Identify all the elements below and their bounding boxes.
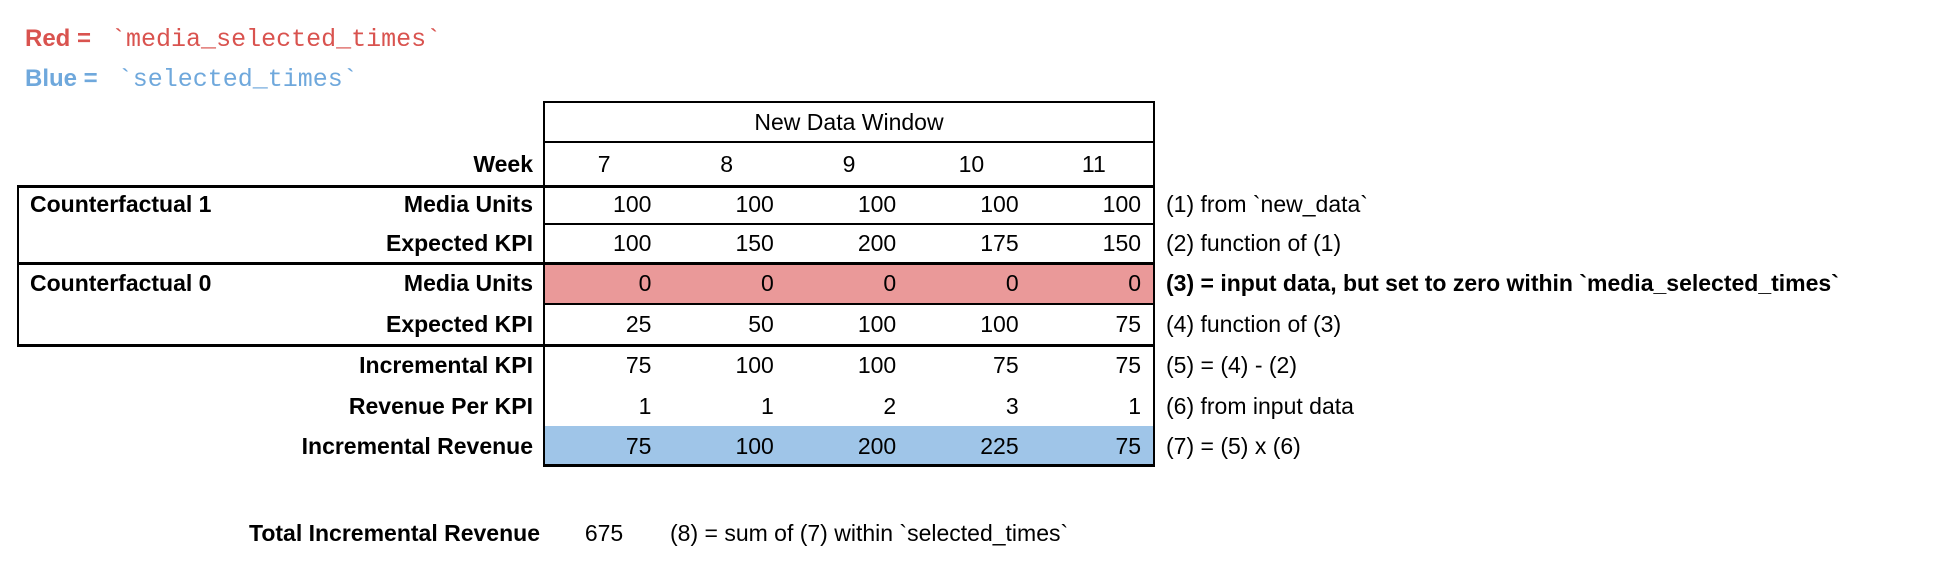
row-cells-blue-highlight: 75 100 200 225 75 (543, 426, 1155, 467)
legend-red-code: `media_selected_times` (111, 25, 442, 54)
value-cell: 2 (883, 392, 897, 419)
data-box-right-border (1153, 143, 1155, 467)
row-label: Media Units (403, 270, 533, 296)
week-cell: 11 (1081, 150, 1106, 177)
total-annotation: (8) = sum of (7) within `selected_times` (670, 519, 1069, 546)
table-row: Revenue Per KPI 1 1 2 3 1 (6) from input… (0, 386, 1960, 426)
value-cell: 75 (625, 352, 652, 378)
table-row: Expected KPI 25 50 100 100 75 (4) functi… (0, 304, 1960, 345)
new-data-window-title: New Data Window (754, 108, 944, 135)
value-cell: 200 (857, 230, 897, 256)
legend-red-label: Red = (25, 25, 92, 52)
value-cell: 100 (735, 191, 774, 217)
legend-blue-line: Blue = `selected_times` (25, 62, 358, 96)
legend-spacer (98, 25, 105, 52)
value-cell: 75 (1115, 311, 1142, 337)
data-box-left-border (543, 143, 545, 467)
table-row-highlight-red: Counterfactual 0 Media Units 0 0 0 0 0 (… (0, 263, 1960, 304)
heavy-divider-mid (17, 262, 1155, 265)
row-annotation: (6) from input data (1166, 392, 1354, 419)
week-cell: 10 (958, 150, 985, 177)
row-label: Media Units (403, 191, 533, 217)
heavy-divider-bottom (17, 344, 1155, 347)
row-label: Expected KPI (386, 230, 533, 256)
value-cell: 0 (1005, 270, 1019, 296)
row-annotation: (1) from `new_data` (1166, 191, 1368, 217)
row-annotation: (5) = (4) - (2) (1166, 352, 1297, 378)
value-cell: 100 (1102, 191, 1142, 217)
value-cell: 225 (980, 433, 1019, 459)
new-data-window-border (543, 101, 1155, 143)
value-cell: 200 (857, 433, 897, 459)
legend-blue-code: `selected_times` (117, 65, 358, 94)
value-cell: 75 (993, 352, 1019, 378)
table-row: Incremental KPI 75 100 100 75 75 (5) = (… (0, 345, 1960, 386)
footer-total-row: Total Incremental Revenue 675 (8) = sum … (0, 512, 1960, 554)
value-cell: 75 (625, 433, 652, 459)
value-cell: 0 (638, 270, 652, 296)
total-incremental-revenue-label: Total Incremental Revenue (249, 519, 540, 546)
legend-blue-label: Blue = (25, 65, 98, 92)
thin-row-separator-cf1 (543, 223, 1155, 225)
row-cells: 100 100 100 100 100 (543, 185, 1155, 224)
row-annotation: (4) function of (3) (1166, 311, 1342, 337)
legend-red-line: Red = `media_selected_times` (25, 22, 441, 56)
thin-row-separator-cf0 (543, 303, 1155, 305)
value-cell: 100 (735, 433, 774, 459)
week-cell: 9 (842, 150, 856, 177)
row-label: Expected KPI (386, 311, 533, 337)
week-row: Week 7 8 9 10 11 (0, 143, 1960, 185)
row-cells: 75 100 100 75 75 (543, 345, 1155, 386)
value-cell: 50 (748, 311, 774, 337)
week-cell: 7 (597, 150, 611, 177)
value-cell: 25 (625, 311, 652, 337)
value-cell: 75 (1115, 352, 1142, 378)
value-cell: 75 (1115, 433, 1142, 459)
value-cell: 1 (761, 392, 774, 419)
value-cell: 150 (1102, 230, 1142, 256)
label-box-left-border (17, 185, 19, 347)
table-row: Expected KPI 100 150 200 175 150 (2) fun… (0, 224, 1960, 263)
value-cell: 100 (857, 311, 897, 337)
value-cell: 100 (857, 191, 897, 217)
row-label: Incremental KPI (359, 352, 533, 378)
row-annotation: (3) = input data, but set to zero within… (1166, 270, 1839, 296)
table-row-highlight-blue: Incremental Revenue 75 100 200 225 75 (7… (0, 426, 1960, 467)
value-cell: 100 (613, 230, 652, 256)
row-label: Incremental Revenue (301, 433, 533, 459)
group-label-counterfactual-0: Counterfactual 0 (30, 270, 212, 296)
row-annotation: (2) function of (1) (1166, 230, 1342, 256)
value-cell: 1 (1128, 392, 1142, 419)
value-cell: 100 (735, 352, 774, 378)
value-cell: 175 (980, 230, 1019, 256)
value-cell: 100 (980, 191, 1019, 217)
table-row: Counterfactual 1 Media Units 100 100 100… (0, 185, 1960, 224)
row-cells-red-highlight: 0 0 0 0 0 (543, 263, 1155, 304)
row-cells: 25 50 100 100 75 (543, 304, 1155, 345)
table-bottom-border (543, 464, 1155, 467)
value-cell: 100 (980, 311, 1019, 337)
value-cell: 1 (638, 392, 652, 419)
row-label: Revenue Per KPI (348, 392, 533, 419)
row-cells: 100 150 200 175 150 (543, 224, 1155, 263)
value-cell: 150 (735, 230, 774, 256)
value-cell: 0 (761, 270, 774, 296)
value-cell: 100 (857, 352, 897, 378)
row-cells: 1 1 2 3 1 (543, 386, 1155, 426)
group-label-counterfactual-1: Counterfactual 1 (30, 191, 212, 217)
total-incremental-revenue-value: 675 (584, 519, 624, 546)
row-annotation: (7) = (5) x (6) (1166, 433, 1301, 459)
week-label: Week (473, 150, 533, 177)
value-cell: 100 (613, 191, 652, 217)
value-cell: 3 (1005, 392, 1019, 419)
value-cell: 0 (1128, 270, 1142, 296)
heavy-divider-top (17, 185, 1155, 188)
table-header-row: New Data Window (0, 101, 1960, 143)
legend-spacer (104, 65, 111, 92)
week-cells: 7 8 9 10 11 (543, 143, 1155, 185)
week-cell: 8 (720, 150, 733, 177)
value-cell: 0 (883, 270, 897, 296)
